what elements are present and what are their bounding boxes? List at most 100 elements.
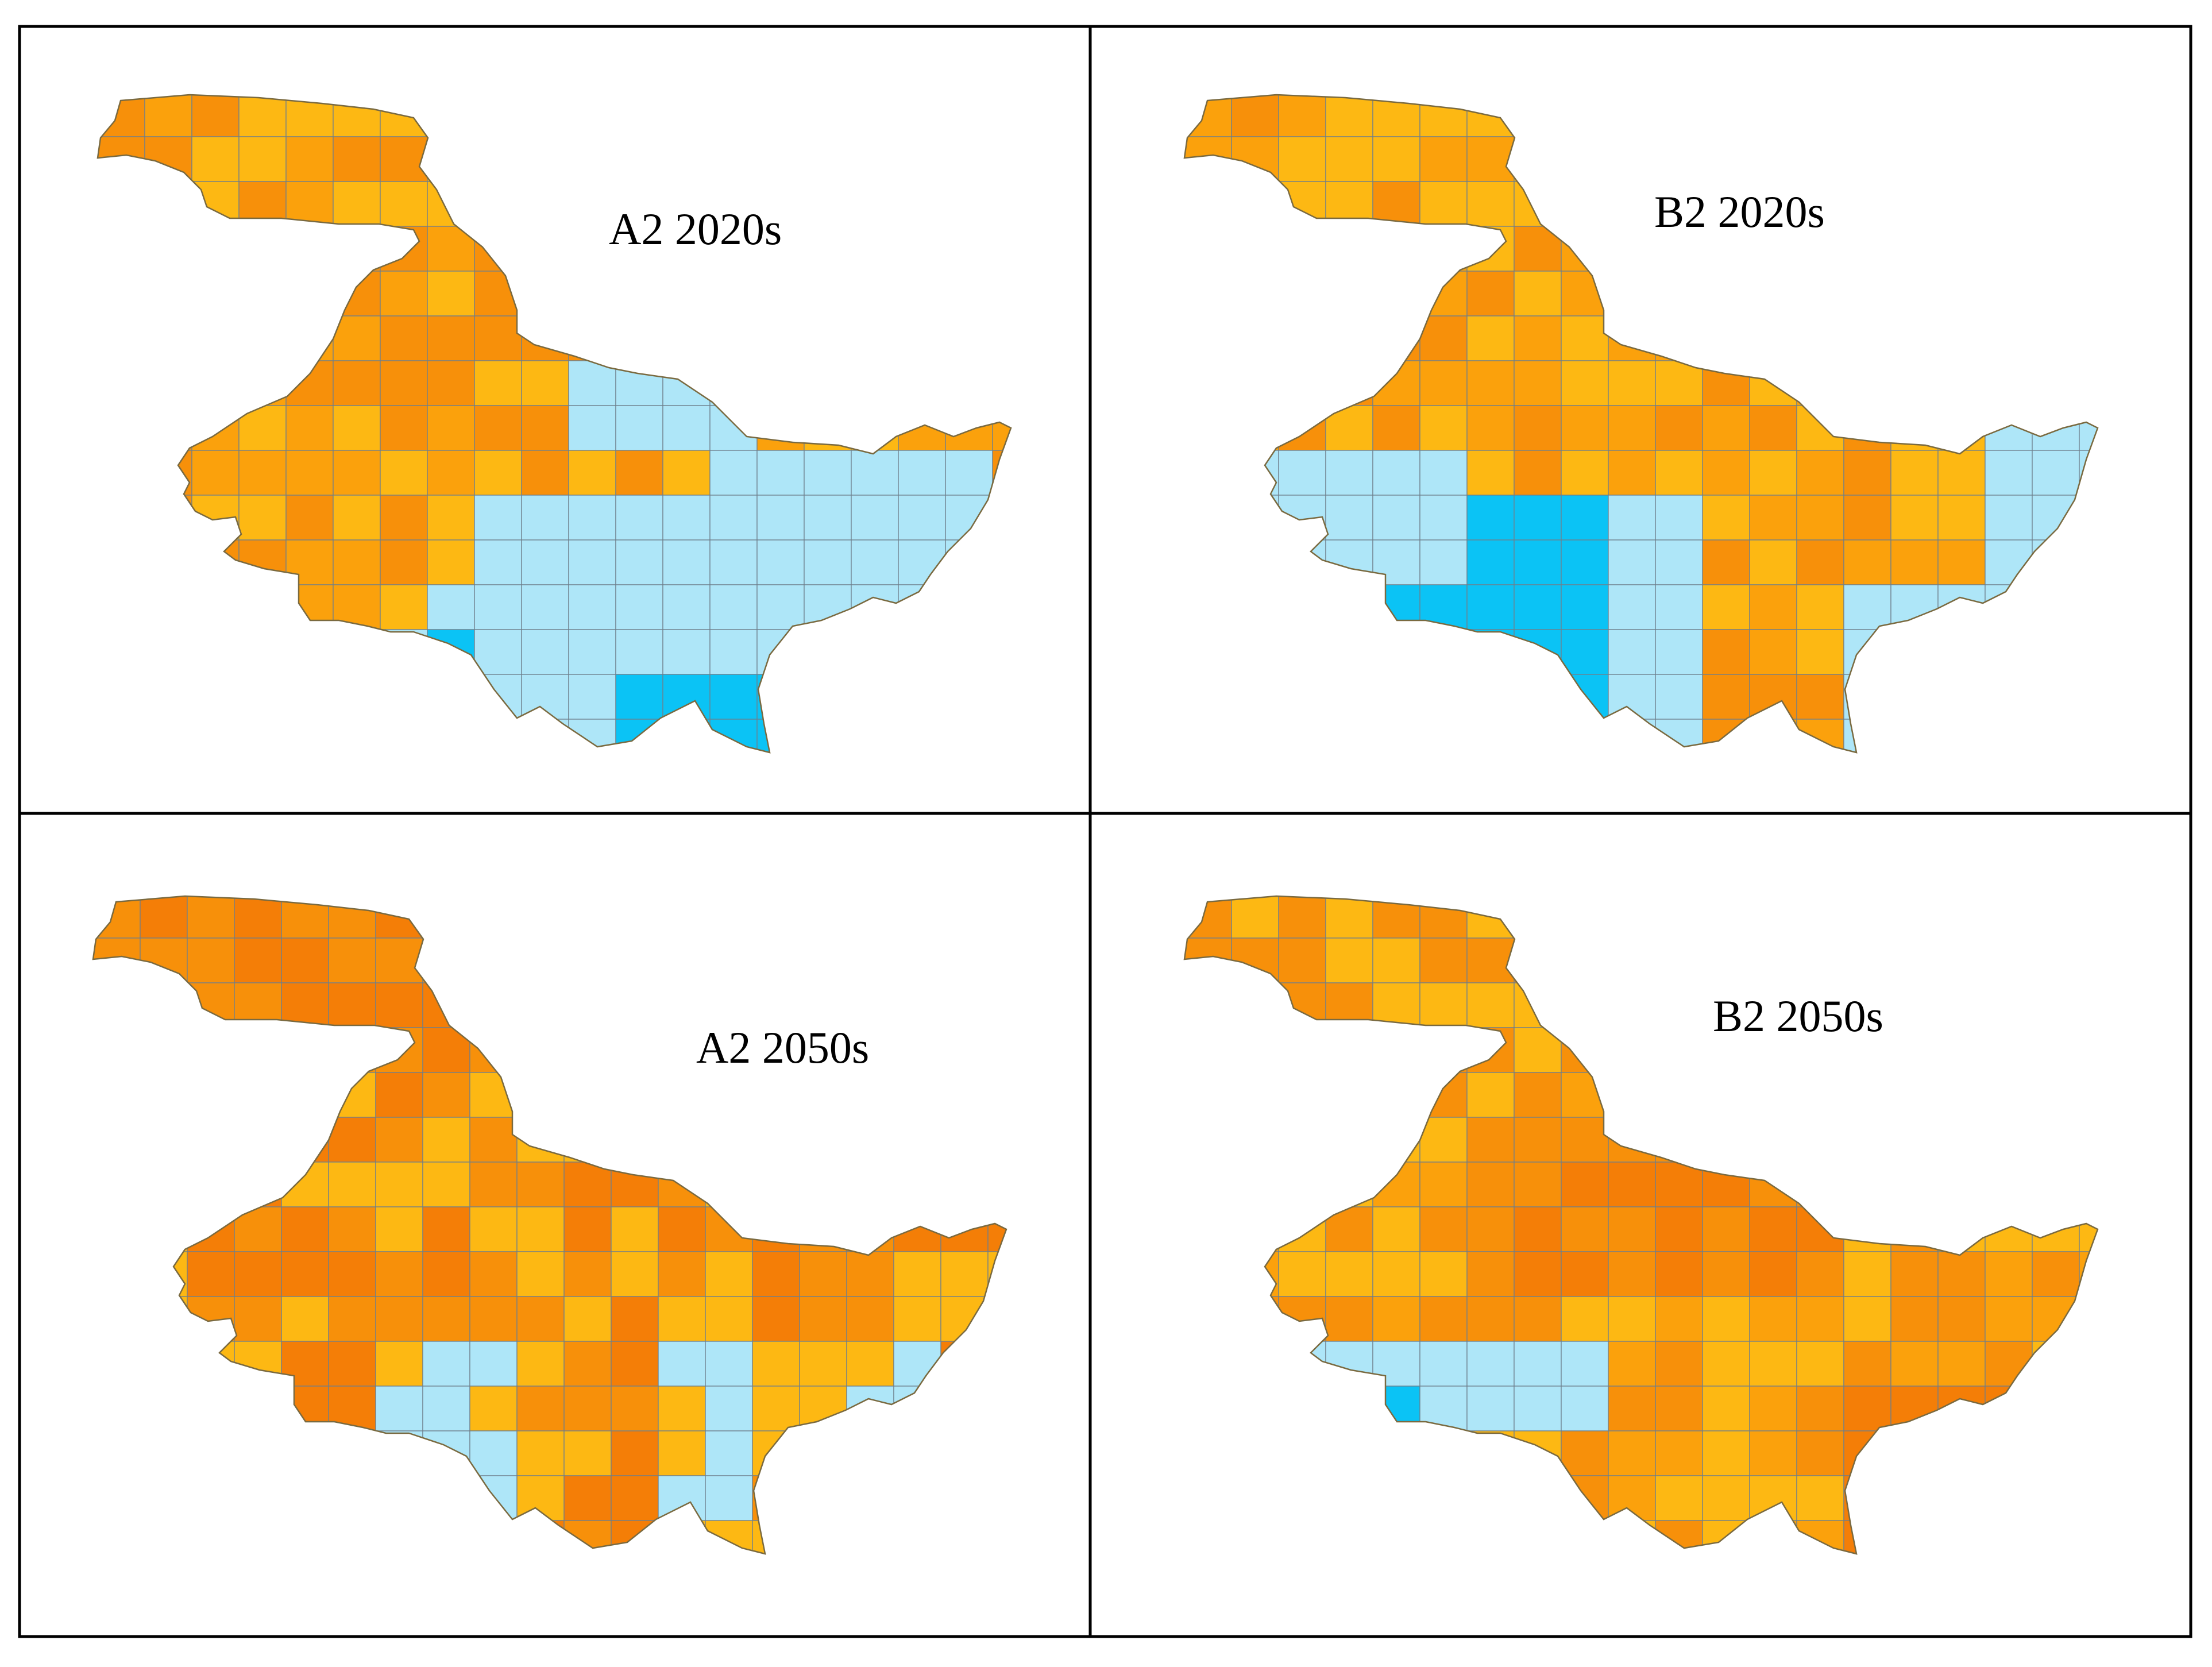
grid-cell xyxy=(568,271,616,317)
grid-cell xyxy=(1372,896,1420,939)
grid-cell xyxy=(799,1475,847,1521)
grid-cell xyxy=(846,1117,894,1163)
grid-cell xyxy=(1184,674,1232,720)
grid-cell xyxy=(1796,1117,1844,1163)
grid-cell xyxy=(422,1206,470,1252)
grid-cell xyxy=(1514,539,1562,585)
grid-cell xyxy=(1231,1072,1279,1118)
grid-cell xyxy=(1278,450,1326,496)
grid-cell xyxy=(1985,226,2033,272)
grid-cell xyxy=(705,1386,753,1431)
grid-cell xyxy=(1985,896,2033,939)
grid-cell xyxy=(1372,271,1420,317)
grid-cell xyxy=(2032,136,2080,182)
grid-cell xyxy=(1608,896,1656,939)
grid-cell xyxy=(1985,95,2033,137)
grid-cell xyxy=(469,1296,518,1342)
grid-cell xyxy=(93,1341,141,1387)
grid-cell xyxy=(1796,584,1844,630)
grid-cell xyxy=(469,1520,518,1554)
grid-cell xyxy=(1937,982,1986,1028)
grid-cell xyxy=(1372,674,1420,720)
grid-cell xyxy=(1231,584,1279,630)
grid-cell xyxy=(140,1341,188,1387)
grid-cell xyxy=(2079,1072,2098,1118)
grid-cell xyxy=(1325,674,1373,720)
grid-cell xyxy=(375,1296,423,1342)
grid-cell xyxy=(333,360,381,406)
grid-cell xyxy=(1937,1430,1986,1476)
grid-cell xyxy=(752,1386,800,1431)
grid-cell xyxy=(474,315,522,361)
grid-cell xyxy=(615,629,663,675)
grid-cell xyxy=(328,1206,376,1252)
grid-cell xyxy=(427,315,475,361)
grid-cell xyxy=(2032,495,2080,541)
grid-cell xyxy=(93,1072,141,1118)
grid-cell xyxy=(893,1117,941,1163)
grid-cell xyxy=(328,1475,376,1521)
grid-cell xyxy=(851,629,899,675)
grid-cell xyxy=(1184,1430,1232,1476)
grid-cell xyxy=(140,1430,188,1476)
grid-cell xyxy=(380,495,428,541)
grid-cell xyxy=(1985,1117,2033,1163)
grid-cell xyxy=(1608,95,1656,137)
grid-cell xyxy=(191,360,240,406)
grid-cell xyxy=(1890,896,1939,939)
grid-cell xyxy=(893,1475,941,1521)
grid-cell xyxy=(1231,937,1279,983)
grid-cell xyxy=(987,1206,1006,1252)
grid-cell xyxy=(1796,674,1844,720)
grid-cell xyxy=(2079,495,2098,541)
grid-cell xyxy=(1278,1251,1326,1297)
grid-cell xyxy=(1843,1430,1891,1476)
grid-cell xyxy=(1419,1206,1468,1252)
grid-cell xyxy=(93,1117,141,1163)
grid-cell xyxy=(1796,539,1844,585)
grid-cell xyxy=(333,405,381,451)
grid-cell xyxy=(1231,315,1279,361)
grid-cell xyxy=(898,136,946,182)
grid-cell xyxy=(1655,1296,1703,1342)
grid-cell xyxy=(140,1206,188,1252)
grid-cell xyxy=(658,1117,706,1163)
grid-cell xyxy=(1843,584,1891,630)
grid-cell xyxy=(563,1475,612,1521)
grid-cell xyxy=(1749,629,1797,675)
grid-cell xyxy=(1843,629,1891,675)
grid-cell xyxy=(658,1341,706,1387)
grid-cell xyxy=(1514,271,1562,317)
grid-cell xyxy=(846,937,894,983)
grid-cell xyxy=(380,405,428,451)
grid-cell xyxy=(1372,629,1420,675)
grid-cell xyxy=(98,584,145,630)
grid-cell xyxy=(1184,1072,1232,1118)
grid-cell xyxy=(992,360,1011,406)
grid-cell xyxy=(705,1117,753,1163)
grid-cell xyxy=(2032,674,2080,720)
grid-cell xyxy=(568,495,616,541)
grid-cell xyxy=(1231,719,1279,753)
grid-cell xyxy=(1702,271,1750,317)
grid-cell xyxy=(98,450,145,496)
grid-cell xyxy=(1561,719,1609,753)
grid-cell xyxy=(1749,1162,1797,1207)
grid-cell xyxy=(1419,1296,1468,1342)
grid-cell xyxy=(1843,136,1891,182)
grid-cell xyxy=(474,629,522,675)
grid-cell xyxy=(144,181,192,227)
grid-cell xyxy=(1184,1027,1232,1073)
grid-cell xyxy=(285,136,334,182)
grid-cell xyxy=(662,95,711,137)
grid-cell xyxy=(1561,181,1609,227)
grid-cell xyxy=(333,629,381,675)
grid-cell xyxy=(1372,719,1420,753)
grid-cell xyxy=(521,405,569,451)
grid-cell xyxy=(1702,405,1750,451)
grid-cell xyxy=(1985,937,2033,983)
grid-cell xyxy=(1843,495,1891,541)
grid-cell xyxy=(187,896,235,939)
grid-cell xyxy=(1796,1251,1844,1297)
grid-cell xyxy=(1749,1341,1797,1387)
